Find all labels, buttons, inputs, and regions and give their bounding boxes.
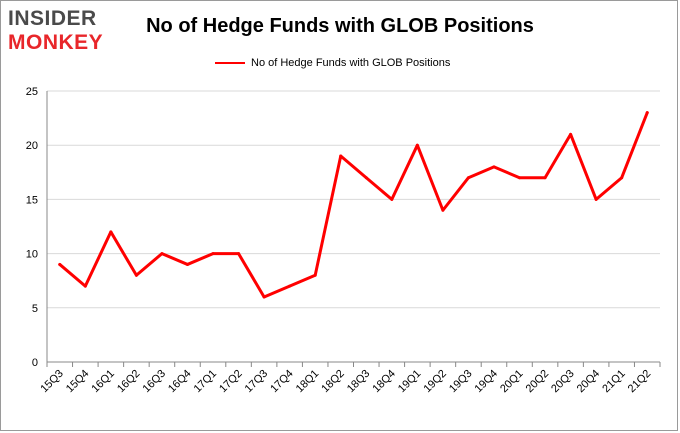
legend-line-swatch xyxy=(215,62,245,64)
data-point-21Q1 xyxy=(620,176,624,180)
x-tick-label-17Q3: 17Q3 xyxy=(243,368,271,396)
data-point-20Q4 xyxy=(594,197,598,201)
x-tick-label-18Q1: 18Q1 xyxy=(294,368,322,396)
x-tick-label-19Q2: 19Q2 xyxy=(421,368,449,396)
data-point-19Q3 xyxy=(466,176,470,180)
data-point-16Q4 xyxy=(185,262,189,266)
x-tick-label-21Q2: 21Q2 xyxy=(626,368,654,396)
data-point-17Q2 xyxy=(237,252,241,256)
x-tick-label-20Q1: 20Q1 xyxy=(498,368,526,396)
x-tick-label-18Q2: 18Q2 xyxy=(319,368,347,396)
x-tick-label-21Q1: 21Q1 xyxy=(600,368,628,396)
data-point-18Q4 xyxy=(390,197,394,201)
y-tick-label-10: 10 xyxy=(26,249,38,261)
data-point-19Q4 xyxy=(492,165,496,169)
data-point-19Q1 xyxy=(415,143,419,147)
data-point-17Q3 xyxy=(262,295,266,299)
data-point-18Q3 xyxy=(364,176,368,180)
x-tick-label-16Q1: 16Q1 xyxy=(89,368,117,396)
data-point-15Q4 xyxy=(83,284,87,288)
x-tick-label-20Q2: 20Q2 xyxy=(524,368,552,396)
data-point-17Q4 xyxy=(288,284,292,288)
x-tick-label-19Q3: 19Q3 xyxy=(447,368,475,396)
y-tick-label-15: 15 xyxy=(26,194,38,206)
y-tick-label-25: 25 xyxy=(26,86,38,98)
data-point-20Q3 xyxy=(569,132,573,136)
x-tick-label-16Q3: 16Q3 xyxy=(141,368,169,396)
logo-bottom-text: MONKEY xyxy=(8,31,104,54)
chart-title: No of Hedge Funds with GLOB Positions xyxy=(146,15,534,37)
x-tick-label-17Q1: 17Q1 xyxy=(192,368,220,396)
data-point-16Q1 xyxy=(109,230,113,234)
x-tick-label-15Q3: 15Q3 xyxy=(38,368,66,396)
data-point-20Q2 xyxy=(543,176,547,180)
data-point-19Q2 xyxy=(441,208,445,212)
y-tick-label-0: 0 xyxy=(32,357,38,369)
x-tick-label-18Q3: 18Q3 xyxy=(345,368,373,396)
data-point-18Q1 xyxy=(313,273,317,277)
data-point-16Q2 xyxy=(134,273,138,277)
chart-legend: No of Hedge Funds with GLOB Positions xyxy=(215,56,450,70)
x-tick-label-16Q4: 16Q4 xyxy=(166,368,194,396)
legend-label: No of Hedge Funds with GLOB Positions xyxy=(251,57,451,69)
series-line-0 xyxy=(58,111,649,299)
y-tick-label-5: 5 xyxy=(32,303,38,315)
data-point-15Q3 xyxy=(58,262,62,266)
x-tick-label-20Q3: 20Q3 xyxy=(549,368,577,396)
data-point-21Q2 xyxy=(645,111,649,115)
x-tick-label-19Q4: 19Q4 xyxy=(473,368,501,396)
logo-top-text: INSIDER xyxy=(8,7,97,30)
x-tick-label-17Q2: 17Q2 xyxy=(217,368,245,396)
x-tick-label-15Q4: 15Q4 xyxy=(64,368,92,396)
data-point-18Q2 xyxy=(339,154,343,158)
x-tick-label-17Q4: 17Q4 xyxy=(268,368,296,396)
insider-monkey-logo: INSIDER MONKEY xyxy=(8,6,128,56)
data-point-16Q3 xyxy=(160,252,164,256)
x-tick-label-19Q1: 19Q1 xyxy=(396,368,424,396)
data-point-20Q1 xyxy=(518,176,522,180)
x-tick-label-20Q4: 20Q4 xyxy=(575,368,603,396)
x-tick-label-16Q2: 16Q2 xyxy=(115,368,143,396)
data-point-17Q1 xyxy=(211,252,215,256)
x-tick-label-18Q4: 18Q4 xyxy=(370,368,398,396)
y-tick-label-20: 20 xyxy=(26,140,38,152)
